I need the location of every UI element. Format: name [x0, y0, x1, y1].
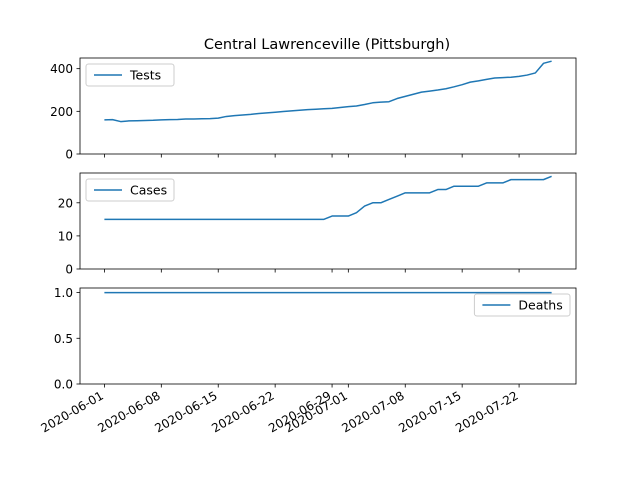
chart-title: Central Lawrenceville (Pittsburgh)	[204, 37, 450, 53]
legend-box	[85, 63, 175, 87]
x-tick-label: 2020-06-01	[38, 388, 105, 435]
panels: 0 200 400 Tests 0 10 20 Cases 0.0 0.5 1.0 Deaths	[50, 57, 577, 392]
panel-tests: 0 200 400 Tests	[50, 57, 577, 162]
legend: Cases	[85, 178, 175, 202]
x-tick-label: 2020-06-15	[152, 388, 219, 435]
x-tick-label: 2020-07-15	[396, 388, 463, 435]
y-tick-label: 20	[58, 196, 73, 210]
y-tick-label: 0.0	[54, 378, 73, 392]
legend-label: Tests	[129, 68, 161, 83]
y-tick-label: 400	[50, 62, 73, 76]
legend-label: Deaths	[518, 298, 562, 313]
legend: Tests	[85, 63, 175, 87]
legend: Deaths	[473, 293, 571, 317]
axes-frame	[79, 287, 577, 385]
panel-deaths: 0.0 0.5 1.0 Deaths	[54, 286, 577, 392]
series-line-tests	[104, 60, 552, 123]
y-tick-label: 10	[58, 229, 73, 243]
series-line-cases	[104, 175, 552, 221]
x-tick-label: 2020-06-22	[209, 388, 276, 435]
axes-frame	[79, 172, 577, 270]
legend-label: Cases	[130, 183, 167, 198]
legend-box	[85, 178, 175, 202]
x-axis: 2020-06-012020-06-082020-06-152020-06-22…	[38, 388, 520, 435]
x-tick-label: 2020-06-08	[95, 388, 162, 435]
y-tick-label: 0.5	[54, 332, 73, 346]
x-tick-label: 2020-07-22	[453, 388, 520, 435]
y-tick-label: 0	[65, 148, 73, 162]
panel-cases: 0 10 20 Cases	[58, 172, 577, 277]
legend-box	[473, 293, 571, 317]
x-tick-label: 2020-07-08	[339, 388, 406, 435]
y-tick-label: 1.0	[54, 286, 73, 300]
y-tick-label: 0	[65, 263, 73, 277]
y-tick-label: 200	[50, 105, 73, 119]
axes-frame	[79, 57, 577, 155]
